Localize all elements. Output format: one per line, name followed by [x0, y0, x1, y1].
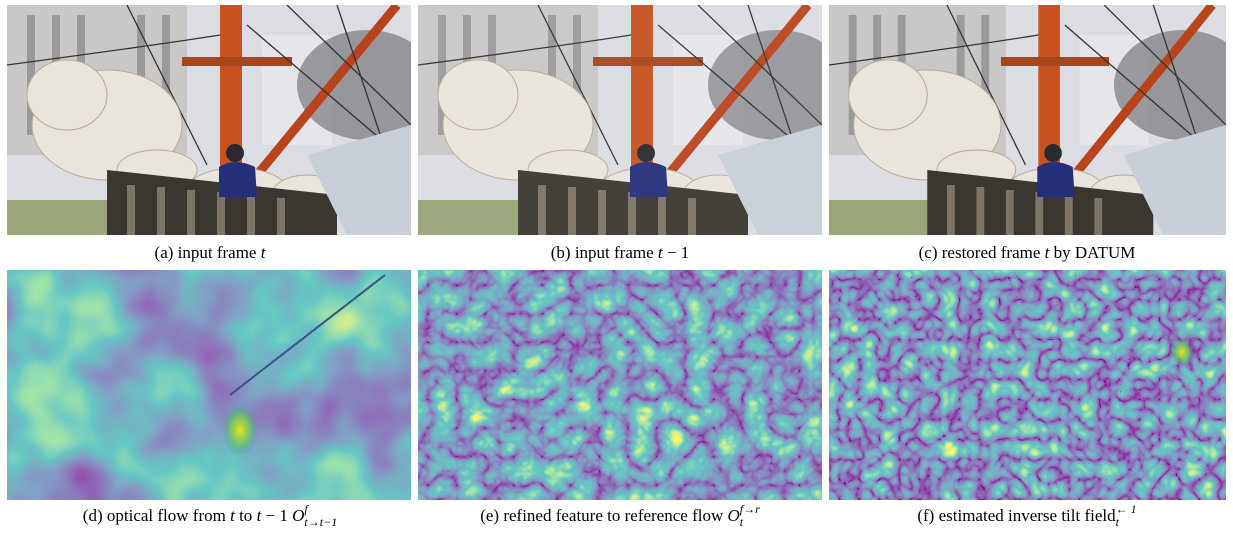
caption-part: f→r: [740, 502, 760, 516]
caption-part: f: [304, 502, 309, 516]
caption-part: t: [740, 515, 744, 529]
caption-part: − 1: [261, 506, 292, 525]
caption: (e) refined feature to reference flow Of…: [480, 502, 760, 529]
caption-part: t: [1116, 515, 1120, 529]
caption-part: (c) restored frame: [919, 243, 1045, 262]
caption-part: ← 1: [1116, 502, 1137, 516]
heatmap-image: [7, 270, 411, 500]
caption-part: − 1: [663, 243, 690, 262]
caption-part: (a) input frame: [155, 243, 261, 262]
caption: (b) input frame t − 1: [551, 243, 689, 262]
caption-part: t→t−1: [304, 515, 337, 529]
caption-part: by DATUM: [1049, 243, 1135, 262]
caption-part: O: [727, 506, 739, 525]
panel-image: [7, 5, 437, 235]
caption-part: t: [261, 243, 267, 262]
caption-part: (b) input frame: [551, 243, 658, 262]
caption-part: to: [235, 506, 257, 525]
caption-part: (e) refined feature to reference flow: [480, 506, 727, 525]
caption: (a) input frame t: [155, 243, 267, 262]
caption-part: O: [292, 506, 304, 525]
caption-part: (d) optical flow from: [83, 506, 230, 525]
panel-image: [418, 5, 848, 235]
heatmap-image: [829, 270, 1226, 500]
panel-image: [829, 5, 1233, 235]
caption-part: (f) estimated inverse tilt field: [917, 506, 1116, 525]
caption: (c) restored frame t by DATUM: [919, 243, 1136, 262]
figure: (a) input frame t (b) input frame t − 1 (c…: [0, 0, 1233, 538]
heatmap-image: [418, 270, 822, 500]
